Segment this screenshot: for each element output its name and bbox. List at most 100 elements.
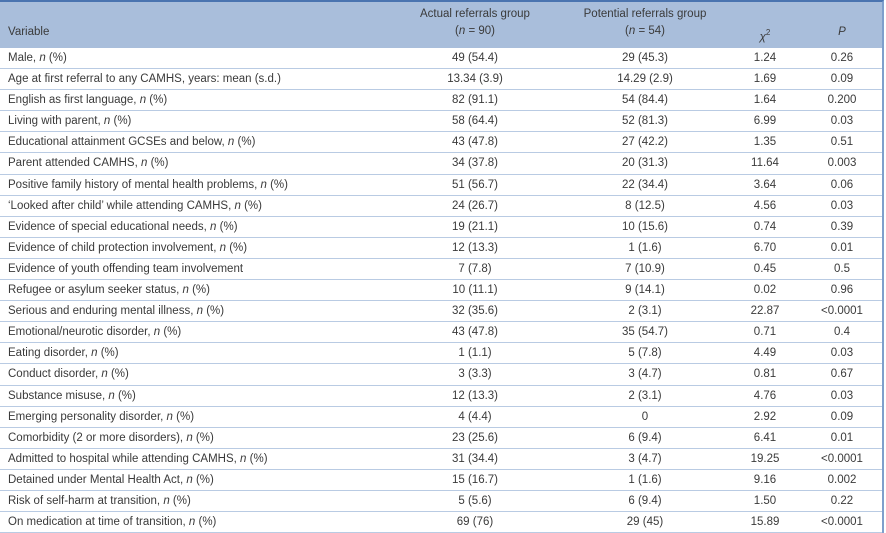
chi-square-cell: 4.49 xyxy=(753,347,777,360)
p-value-cell: 0.39 xyxy=(830,220,854,233)
p-value-cell: <0.0001 xyxy=(821,516,863,529)
actual-cell: 43 (47.8) xyxy=(451,326,499,339)
table-row: Positive family history of mental health… xyxy=(0,175,882,196)
chi-square-cell: 0.81 xyxy=(753,368,777,381)
chi-symbol: χ xyxy=(759,30,766,43)
variable-text: English as first language, xyxy=(8,94,140,107)
potential-cell: 3 (4.7) xyxy=(628,452,662,465)
variable-italic: n xyxy=(153,326,161,339)
table-row: Admitted to hospital while attending CAM… xyxy=(0,449,882,470)
p-value-cell: 0.96 xyxy=(830,284,854,297)
actual-cell: 82 (91.1) xyxy=(451,94,499,107)
p-value-cell: 0.26 xyxy=(830,52,854,64)
actual-cell: 43 (47.8) xyxy=(451,136,499,149)
table-row: Eating disorder, n (%) 1 (1.1) 5 (7.8) 4.49… xyxy=(0,343,882,365)
variable-cell: Detained under Mental Health Act, n (%) xyxy=(8,470,214,491)
variable-cell: Serious and enduring mental illness, n (… xyxy=(8,301,224,322)
table-row: Refugee or asylum seeker status, n (%) 10… xyxy=(0,280,882,302)
potential-cell: 22 (34.4) xyxy=(621,178,669,191)
actual-cell: 12 (13.3) xyxy=(451,389,499,402)
header-potential-label: Potential referrals group xyxy=(583,8,707,20)
actual-cell: 69 (76) xyxy=(456,516,494,529)
variable-italic: n xyxy=(182,284,189,297)
variable-italic: n xyxy=(103,115,111,128)
variable-cell: Age at first referral to any CAMHS, year… xyxy=(8,69,281,90)
p-value-cell: 0.03 xyxy=(830,389,854,402)
variable-text: Evidence of youth offending team involve… xyxy=(8,262,244,275)
chi-square-cell: 11.64 xyxy=(751,157,779,170)
chi-square-cell: 19.25 xyxy=(750,452,780,465)
variable-text: Living with parent, xyxy=(8,115,104,128)
variable-text: Educational attainment GCSEs and below, xyxy=(8,136,228,149)
p-value-cell: 0.01 xyxy=(830,431,854,444)
variable-suffix: (%) xyxy=(107,368,129,381)
p-label: P xyxy=(838,26,846,38)
table-row: Conduct disorder, n (%) 3 (3.3) 3 (4.7) 0.8… xyxy=(0,364,882,386)
potential-cell: 29 (45.3) xyxy=(621,52,669,64)
variable-cell: On medication at time of transition, n (… xyxy=(8,512,216,533)
actual-cell: 31 (34.4) xyxy=(451,452,499,465)
variable-suffix: (%) xyxy=(266,178,288,191)
potential-cell: 27 (42.2) xyxy=(621,136,669,149)
header-potential-n: n xyxy=(628,25,636,37)
chi-square-cell: 4.76 xyxy=(753,389,777,402)
variable-cell: Male, n (%) xyxy=(8,48,67,69)
table-row: ‘Looked after child’ while attending CAM… xyxy=(0,196,882,217)
variable-text: Risk of self-harm at transition, xyxy=(8,494,164,507)
actual-cell: 23 (25.6) xyxy=(451,431,499,444)
potential-cell: 0 xyxy=(641,410,649,423)
variable-suffix: (%) xyxy=(195,516,217,529)
chi-square-cell: 1.24 xyxy=(753,52,777,64)
table-row: Risk of self-harm at transition, n (%) 5 … xyxy=(0,491,882,513)
p-value-cell: 0.200 xyxy=(827,94,857,107)
potential-cell: 29 (45) xyxy=(626,516,664,529)
chi-square-cell: 6.99 xyxy=(753,115,777,128)
variable-suffix: (%) xyxy=(188,284,210,297)
chi-square-cell: 22.87 xyxy=(750,305,780,318)
potential-cell: 2 (3.1) xyxy=(628,305,662,318)
variable-text: Evidence of child protection involvement… xyxy=(8,241,220,254)
header-variable: Variable xyxy=(8,26,50,38)
table-row: Detained under Mental Health Act, n (%) 1… xyxy=(0,470,882,491)
chi-square-cell: 4.56 xyxy=(753,199,777,212)
chi-square-cell: 0.45 xyxy=(753,262,777,275)
actual-cell: 3 (3.3) xyxy=(458,368,492,381)
header-actual-n: n xyxy=(458,25,466,37)
variable-suffix: (%) xyxy=(216,220,238,233)
table-row: Living with parent, n (%) 58 (64.4) 52 (81… xyxy=(0,111,882,133)
variable-cell: Eating disorder, n (%) xyxy=(8,343,119,364)
p-value-cell: 0.09 xyxy=(830,73,854,86)
table-row: Evidence of youth offending team involve… xyxy=(0,259,882,281)
variable-italic: n xyxy=(240,452,247,465)
variable-cell: English as first language, n (%) xyxy=(8,90,167,111)
potential-cell: 9 (14.1) xyxy=(625,284,665,297)
variable-text: ‘Looked after child’ while attending CAM… xyxy=(8,199,235,212)
p-value-cell: 0.03 xyxy=(830,199,854,212)
variable-italic: n xyxy=(139,94,147,107)
variable-italic: n xyxy=(219,241,226,254)
potential-cell: 7 (10.9) xyxy=(625,262,665,275)
chi-square-cell: 6.41 xyxy=(753,431,777,444)
p-value-cell: 0.51 xyxy=(830,136,854,149)
variable-text: Eating disorder, xyxy=(8,347,92,360)
potential-cell: 5 (7.8) xyxy=(628,347,662,360)
chi-square-cell: 1.64 xyxy=(753,94,777,107)
variable-text: Parent attended CAMHS, xyxy=(8,157,141,170)
chi-square-cell: 0.74 xyxy=(753,220,777,233)
actual-cell: 5 (5.6) xyxy=(458,494,492,507)
p-value-cell: 0.03 xyxy=(830,347,854,360)
table-row: Evidence of special educational needs, n… xyxy=(0,217,882,238)
header-chi-square: χ2 xyxy=(725,24,805,46)
variable-suffix: (%) xyxy=(146,94,168,107)
actual-cell: 49 (54.4) xyxy=(451,52,499,64)
variable-italic: n xyxy=(260,178,267,191)
table-body: Male, n (%) 49 (54.4) 29 (45.3) 1.24 0.26 Age… xyxy=(0,48,882,533)
variable-suffix: (%) xyxy=(226,241,248,254)
table-row: Evidence of child protection involvement… xyxy=(0,238,882,259)
table-row: Educational attainment GCSEs and below, … xyxy=(0,132,882,154)
actual-cell: 19 (21.1) xyxy=(451,220,499,233)
variable-suffix: (%) xyxy=(169,494,191,507)
variable-cell: Conduct disorder, n (%) xyxy=(8,364,129,385)
variable-italic: n xyxy=(91,347,98,360)
